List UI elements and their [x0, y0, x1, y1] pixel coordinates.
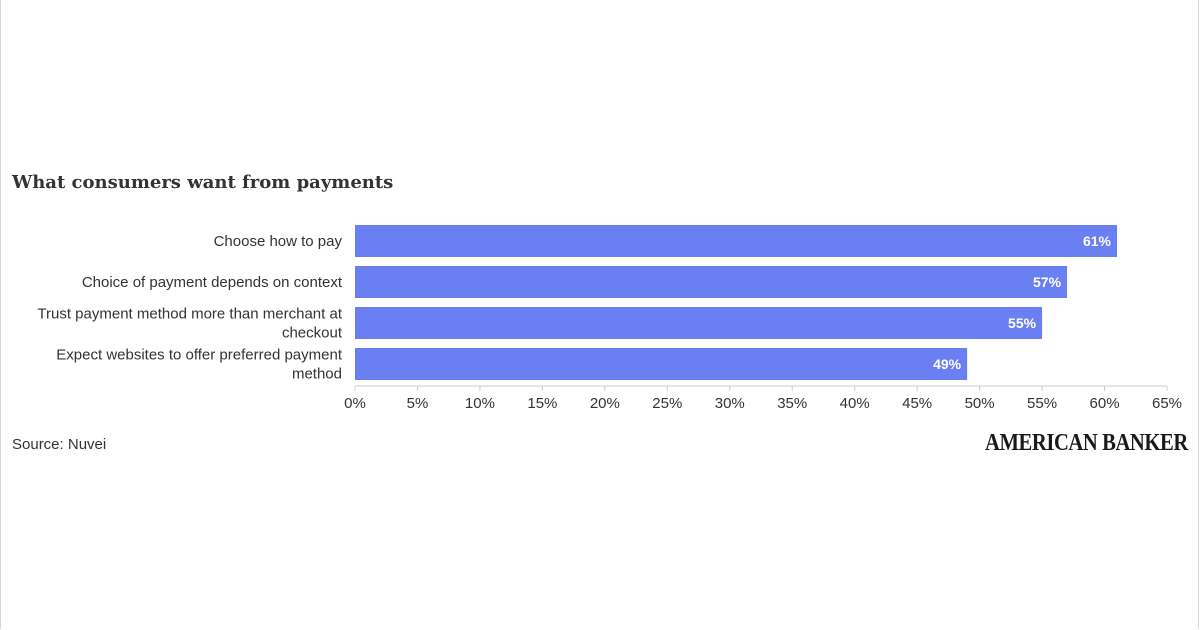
x-tick-label: 60%: [1090, 395, 1120, 412]
category-label: Choose how to pay: [214, 233, 343, 250]
category-label-line: checkout: [282, 325, 343, 342]
data-label: 57%: [1033, 274, 1062, 290]
x-tick-label: 15%: [527, 395, 557, 412]
bar: [355, 225, 1118, 257]
x-tick-label: 20%: [590, 395, 620, 412]
category-label-line: Choice of payment depends on context: [82, 274, 343, 291]
category-label: Trust payment method more than merchant …: [37, 306, 342, 342]
x-tick-label: 35%: [777, 395, 807, 412]
bar: [355, 266, 1068, 298]
x-tick-label: 55%: [1027, 395, 1057, 412]
category-label-line: Expect websites to offer preferred payme…: [56, 347, 343, 364]
x-tick-label: 50%: [965, 395, 995, 412]
data-label: 61%: [1083, 233, 1112, 249]
category-label-line: method: [292, 366, 342, 383]
category-label: Choice of payment depends on context: [82, 274, 343, 291]
x-tick-label: 65%: [1152, 395, 1182, 412]
american-banker-logo: AMERICAN BANKER: [985, 430, 1188, 456]
source-note: Source: Nuvei: [12, 436, 107, 453]
data-label: 55%: [1008, 315, 1037, 331]
category-label: Expect websites to offer preferred payme…: [56, 347, 343, 383]
x-tick-label: 0%: [344, 395, 366, 412]
x-tick-label: 10%: [465, 395, 495, 412]
chart-title: What consumers want from payments: [12, 172, 394, 193]
bar: [355, 348, 968, 380]
data-label: 49%: [933, 356, 962, 372]
x-tick-label: 30%: [715, 395, 745, 412]
x-tick-label: 25%: [652, 395, 682, 412]
x-tick-label: 45%: [902, 395, 932, 412]
bar: [355, 307, 1043, 339]
category-label-line: Choose how to pay: [214, 233, 343, 250]
category-label-line: Trust payment method more than merchant …: [37, 306, 342, 323]
x-tick-label: 40%: [840, 395, 870, 412]
bar-chart: 61% Choose how to pay 57% Choice of payment…: [37, 225, 1182, 412]
x-tick-label: 5%: [407, 395, 429, 412]
